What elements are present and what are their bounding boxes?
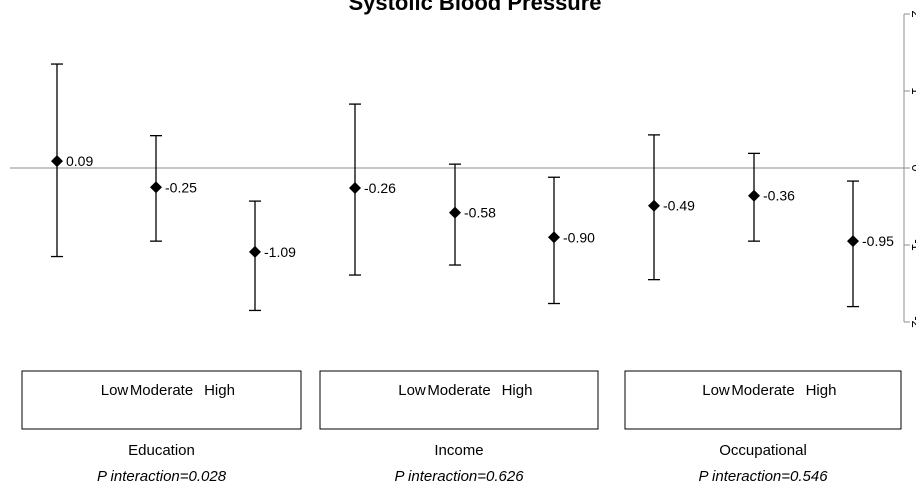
data-point-marker xyxy=(349,182,361,195)
data-point-marker xyxy=(150,181,162,194)
category-box-frame xyxy=(624,370,902,430)
marks-layer: 0.09-0.25-1.09-0.26-0.58-0.90-0.49-0.36-… xyxy=(51,63,894,312)
category-box-frame xyxy=(21,370,302,430)
data-label: 0.09 xyxy=(66,153,93,169)
p-interaction-label: P interaction=0.626 xyxy=(394,468,524,485)
data-label: -0.90 xyxy=(563,229,595,245)
data-label: -1.09 xyxy=(264,244,296,260)
y-tick-label: -1 xyxy=(909,239,916,251)
p-interaction-label: P interaction=0.028 xyxy=(97,468,227,485)
data-point-marker xyxy=(548,231,560,244)
category-box-occupational: Low Moderate High Occupational P interaction… xyxy=(624,370,902,485)
data-label: -0.25 xyxy=(165,179,197,195)
data-label: -0.36 xyxy=(763,188,795,204)
category-label: High xyxy=(806,382,837,399)
category-box-education: Low Moderate High Education P interaction=0.… xyxy=(21,370,302,485)
group-education: 0.09 -0.25 -1.09 xyxy=(51,63,296,312)
data-point-marker xyxy=(249,245,261,258)
category-label: Low xyxy=(398,382,426,399)
data-point-marker xyxy=(847,235,859,248)
y-tick-label: 2 xyxy=(909,10,916,17)
category-label: Moderate xyxy=(427,382,490,399)
category-label: High xyxy=(502,382,533,399)
category-box-frame xyxy=(319,370,599,430)
y-tick-label: 0 xyxy=(909,164,916,171)
category-label: Low xyxy=(101,382,129,399)
category-label: Moderate xyxy=(130,382,193,399)
p-interaction-label: P interaction=0.546 xyxy=(698,468,828,485)
category-box-income: Low Moderate High Income P interaction=0.626 xyxy=(319,370,599,485)
category-label: High xyxy=(204,382,235,399)
axis-layer: -2 -1 0 1 2 xyxy=(10,10,916,328)
y-tick-label: 1 xyxy=(909,87,916,94)
data-point-marker xyxy=(51,155,63,168)
data-point-marker xyxy=(449,206,461,219)
data-label: -0.49 xyxy=(663,198,695,214)
chart-title: Systolic Blood Pressure xyxy=(348,0,601,15)
group-income: -0.26 -0.58 -0.90 xyxy=(349,103,595,305)
y-tick-label: -2 xyxy=(909,316,916,328)
group-label: Income xyxy=(434,442,483,459)
category-label: Moderate xyxy=(731,382,794,399)
group-occupational: -0.49 -0.36 -0.95 xyxy=(648,134,894,308)
group-label: Education xyxy=(128,442,195,459)
data-label: -0.95 xyxy=(862,233,894,249)
data-label: -0.26 xyxy=(364,180,396,196)
group-label: Occupational xyxy=(719,442,807,459)
category-label: Low xyxy=(702,382,730,399)
data-label: -0.58 xyxy=(464,205,496,221)
data-point-marker xyxy=(748,189,760,202)
data-point-marker xyxy=(648,199,660,212)
